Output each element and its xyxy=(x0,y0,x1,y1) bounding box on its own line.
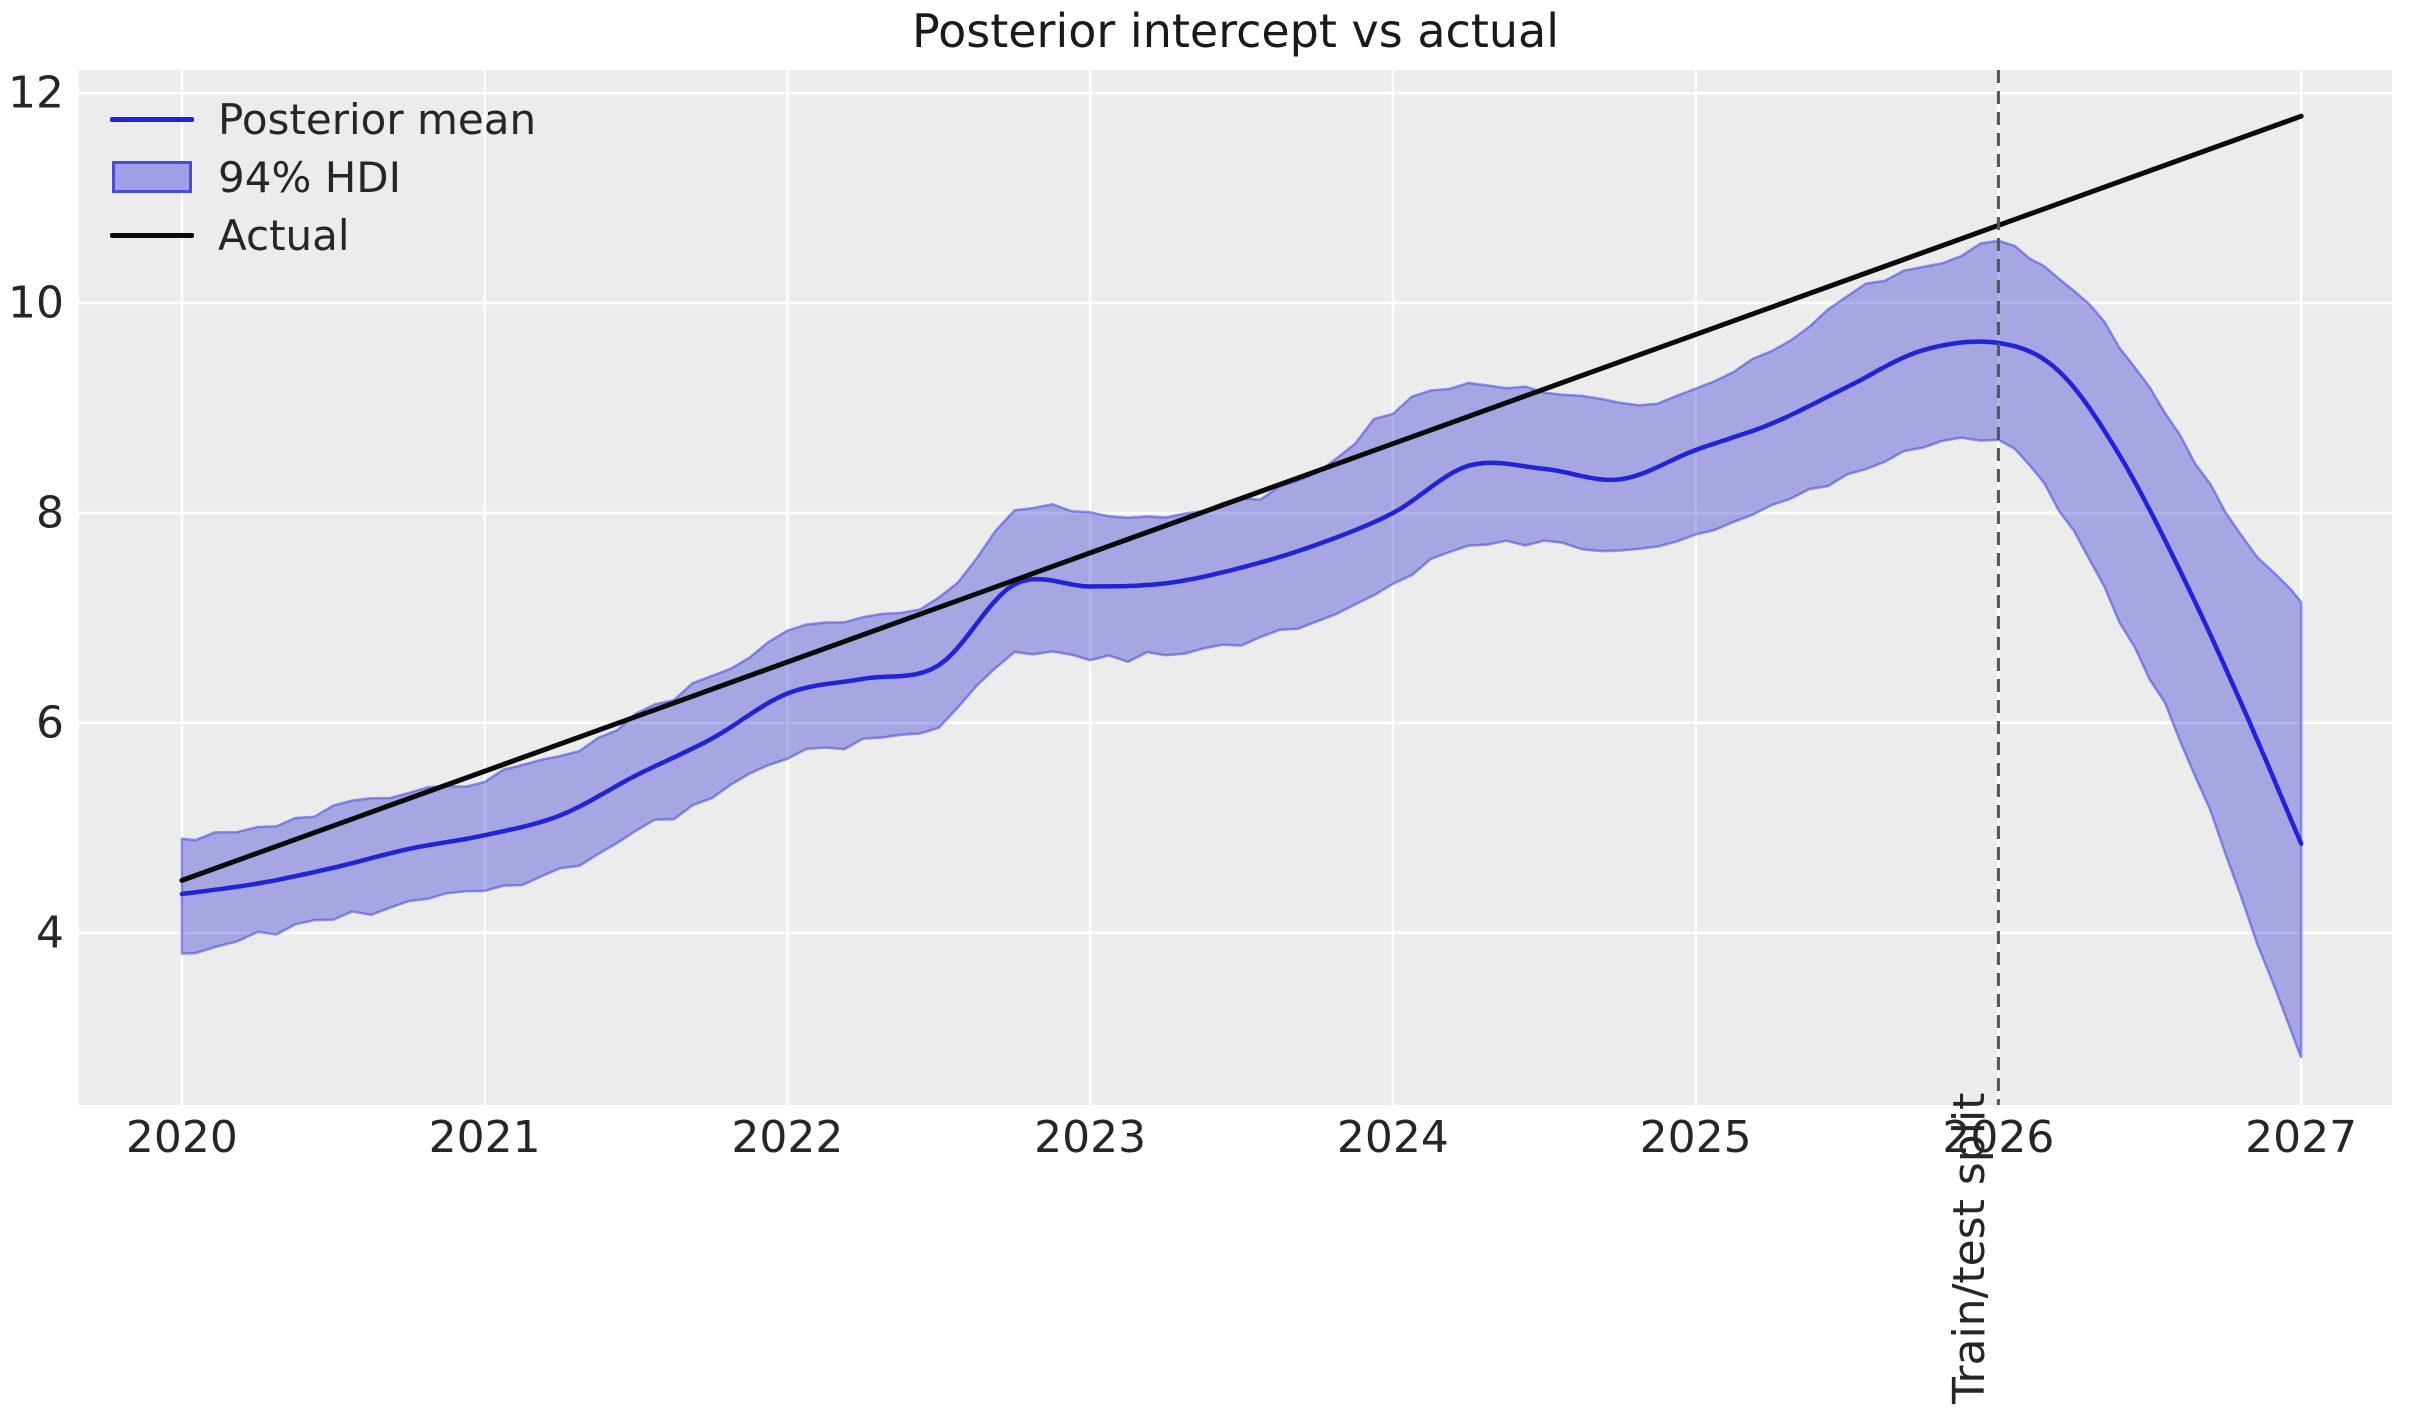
x-tick-label: 2026 xyxy=(1942,1112,2055,1163)
x-tick-label: 2020 xyxy=(125,1112,238,1163)
x-tick-label: 2024 xyxy=(1336,1112,1449,1163)
posterior-mean-line-swatch xyxy=(110,116,194,122)
legend-label: Posterior mean xyxy=(218,94,537,144)
hdi-band xyxy=(180,239,2303,1059)
hdi-patch-swatch xyxy=(110,161,194,193)
legend-label: 94% HDI xyxy=(218,152,402,202)
legend-item-posterior-mean: Posterior mean xyxy=(110,90,536,148)
legend: Posterior mean 94% HDI Actual xyxy=(110,90,536,264)
x-tick-label: 2023 xyxy=(1034,1112,1147,1163)
y-tick-label: 4 xyxy=(36,907,64,959)
chart-title: Posterior intercept vs actual xyxy=(912,4,1559,58)
posterior-mean-line xyxy=(179,339,2304,897)
x-tick-label: 2022 xyxy=(731,1112,844,1163)
actual-line-swatch xyxy=(110,232,194,238)
legend-item-actual: Actual xyxy=(110,206,536,264)
y-tick-label: 6 xyxy=(36,697,64,749)
x-tick-label: 2021 xyxy=(428,1112,541,1163)
y-tick-label: 10 xyxy=(8,277,64,329)
y-tick-label: 8 xyxy=(36,487,64,539)
legend-item-hdi: 94% HDI xyxy=(110,148,536,206)
x-tick-label: 2025 xyxy=(1639,1112,1752,1163)
y-tick-label: 12 xyxy=(8,67,64,119)
legend-label: Actual xyxy=(218,210,350,260)
actual-line xyxy=(179,113,2304,883)
x-tick-label: 2027 xyxy=(2245,1112,2358,1163)
